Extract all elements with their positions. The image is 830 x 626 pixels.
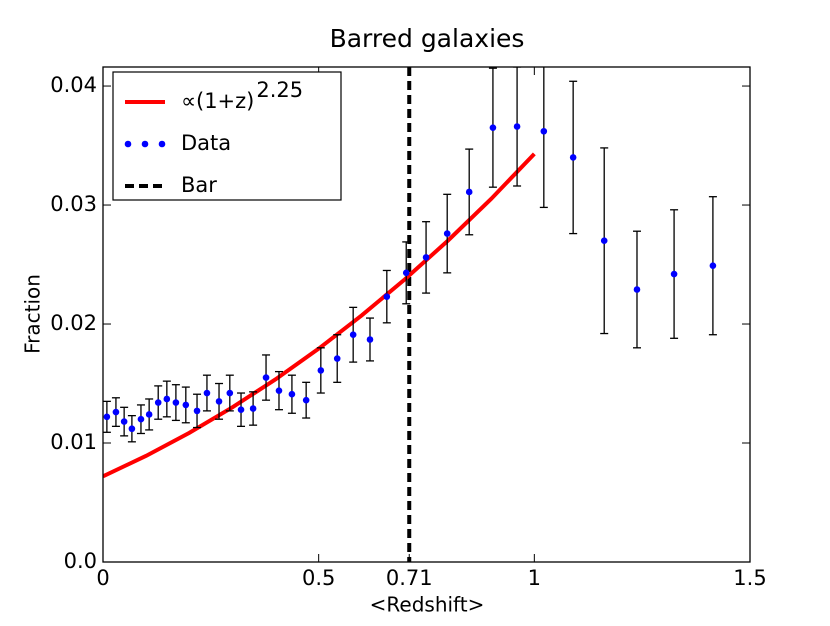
legend-label: Bar [181, 173, 217, 197]
data-point [275, 387, 283, 394]
data-point [182, 401, 190, 409]
y-tick-label: 0.01 [50, 430, 97, 454]
legend-swatch [124, 140, 132, 148]
fit-line [103, 152, 536, 479]
y-axis-label: Fraction [21, 274, 45, 354]
data-point [302, 396, 310, 404]
data-point [633, 286, 641, 293]
x-tick-label: 0 [96, 566, 109, 590]
data-point [465, 188, 473, 196]
data-point [288, 390, 296, 398]
data-point [402, 269, 410, 277]
data-point [237, 406, 245, 413]
legend-swatch [158, 140, 166, 148]
data-point [349, 331, 357, 339]
x-tick-label: 1.5 [733, 566, 766, 590]
data-point [422, 254, 430, 261]
y-tick-label: 0.04 [50, 73, 97, 97]
legend-box [112, 71, 342, 201]
x-tick-label: 0.5 [302, 566, 335, 590]
data-point [145, 411, 153, 418]
legend-swatch [141, 140, 149, 148]
data-point [112, 408, 120, 416]
data-point [670, 270, 678, 278]
data-point [333, 355, 341, 362]
data-point [103, 413, 111, 421]
y-tick-label: 0.0 [64, 549, 97, 573]
legend-label: ∝(1+z) [181, 89, 254, 113]
data-point [709, 262, 717, 270]
x-axis-label: <Redshift> [370, 593, 485, 617]
x-tick-label: 0.71 [386, 566, 433, 590]
data-point [120, 418, 128, 425]
x-tick-label: 1 [528, 566, 541, 590]
plot-frame [102, 66, 751, 563]
data-point [383, 293, 391, 300]
data-point [163, 395, 171, 403]
data-point [489, 124, 497, 131]
y-tick-label: 0.03 [50, 192, 97, 216]
legend-label: Data [181, 131, 231, 155]
data-point [137, 415, 145, 423]
data-point [193, 407, 201, 415]
data-point [317, 367, 325, 374]
legend-superscript: 2.25 [256, 78, 303, 102]
data-point [172, 399, 180, 406]
data-point [128, 425, 136, 433]
data-point [600, 237, 608, 245]
plot [103, 67, 717, 562]
y-tick-label: 0.02 [50, 311, 97, 335]
data-point [249, 405, 257, 412]
data-point [262, 374, 270, 381]
data-point [569, 154, 577, 161]
data-point [203, 389, 211, 397]
data-point [540, 127, 548, 135]
data-point [215, 398, 223, 405]
data-point [154, 399, 162, 406]
data-point [443, 230, 451, 237]
data-point [366, 336, 374, 343]
data-point [513, 123, 521, 130]
chart-title: Barred galaxies [330, 24, 525, 53]
data-point [226, 389, 234, 397]
